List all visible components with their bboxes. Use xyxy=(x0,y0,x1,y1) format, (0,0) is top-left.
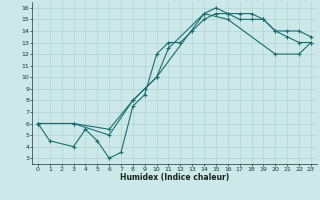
X-axis label: Humidex (Indice chaleur): Humidex (Indice chaleur) xyxy=(120,173,229,182)
